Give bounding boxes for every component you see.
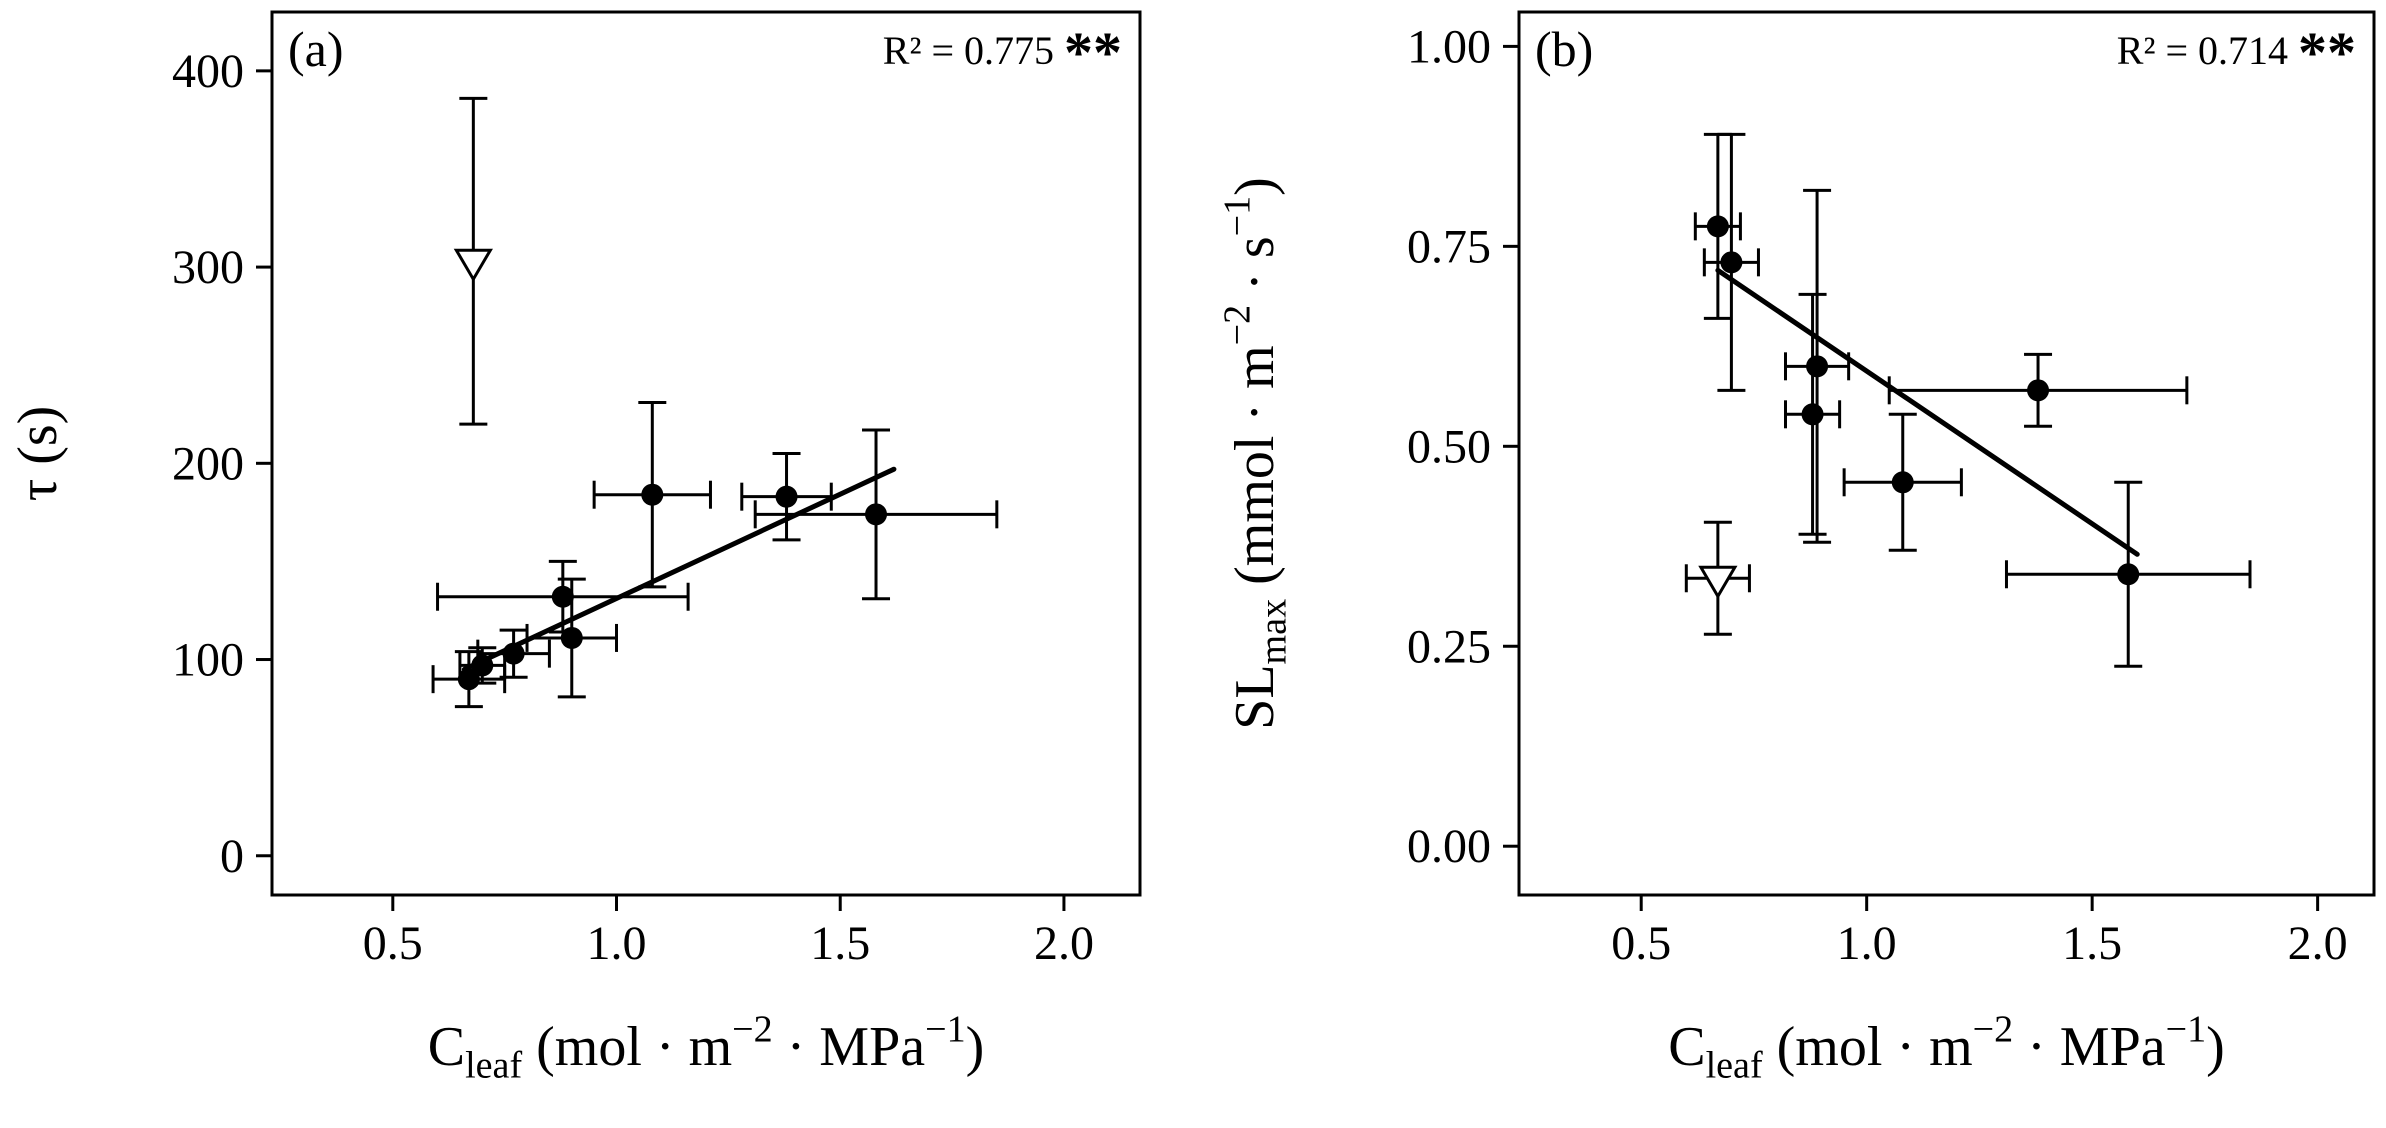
regression-line [461,466,897,672]
regression-line [1715,267,2140,557]
filled-circle-marker [551,585,574,608]
y-axis-tick-label: 1.00 [1407,20,1491,73]
x-axis-tick-label: 2.0 [1034,917,1094,970]
y-axis-tick-label: 100 [172,634,244,687]
y-axis-tick-label: 400 [172,45,244,98]
open-triangle-marker [453,248,493,283]
x-axis-tick-label: 0.5 [1611,917,1671,970]
filled-circle-marker [2117,563,2140,586]
x-axis-tick-label: 1.5 [2062,917,2122,970]
panel-label: (b) [1535,21,1593,77]
panel-a-scatter: 0.5 1.0 1.5 2.0 0 100 200 300 400 Cleaf (mol · m−… [7,10,1142,1086]
x-axis-tick-label: 2.0 [2288,917,2348,970]
r-squared-annotation: R² = 0.775 ** [883,20,1122,85]
filled-circle-marker [1706,215,1729,238]
filled-circle-marker [1891,471,1914,494]
y-axis-tick-label: 0.75 [1407,220,1491,273]
y-axis-title: SLmax (mmol · m−2 · s−1) [1216,177,1294,730]
y-axis-tick-label: 200 [172,437,244,490]
plot-box [1517,10,2376,897]
open-triangle-marker [1698,565,1738,600]
filled-circle-marker [471,654,494,677]
y-axis-tick-label: 0.50 [1407,420,1491,473]
r-squared-annotation: R² = 0.714 ** [2117,20,2356,85]
filled-circle-marker [1801,403,1824,426]
filled-circle-marker [865,503,888,526]
filled-circle-marker [502,642,525,665]
y-axis-tick-label: 0 [220,830,244,883]
panel-label: (a) [288,21,344,77]
y-axis-tick-label: 300 [172,241,244,294]
x-axis-tick-label: 0.5 [363,917,423,970]
panel-b-scatter: 0.5 1.0 1.5 2.0 0.00 0.25 0.50 0.75 1.00 Cleaf (m… [1216,10,2376,1086]
x-axis-tick-label: 1.0 [1837,917,1897,970]
filled-circle-marker [775,485,798,508]
y-axis-title: τ (s) [7,406,69,502]
x-axis-title: Cleaf (mol · m−2 · MPa−1) [428,1008,985,1086]
filled-circle-marker [641,483,664,506]
x-axis-tick-label: 1.5 [810,917,870,970]
plot-box [270,10,1142,897]
filled-circle-marker [1720,251,1743,274]
filled-circle-marker [1806,355,1829,378]
filled-circle-marker [560,626,583,649]
y-axis-tick-label: 0.00 [1407,820,1491,873]
filled-circle-marker [457,668,480,691]
filled-circle-marker [2027,379,2050,402]
x-axis-tick-label: 1.0 [587,917,647,970]
x-axis-title: Cleaf (mol · m−2 · MPa−1) [1668,1008,2225,1086]
y-axis-tick-label: 0.25 [1407,620,1491,673]
